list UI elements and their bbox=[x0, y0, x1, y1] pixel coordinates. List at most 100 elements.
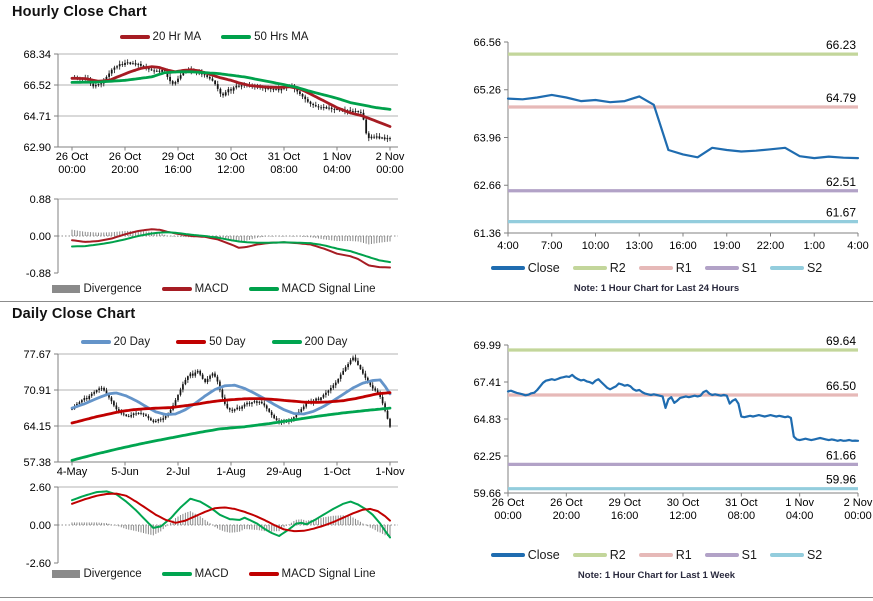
divergence-bar bbox=[339, 236, 341, 242]
divergence-bar bbox=[362, 523, 364, 525]
daily-price-chart: 77.67 70.91 64.15 57.38 4-May 5-Jun 2-Jul 1-Aug… bbox=[23, 349, 405, 478]
divergence-bar bbox=[254, 236, 256, 239]
divergence-bar bbox=[140, 525, 142, 533]
divergence-bar bbox=[290, 522, 292, 525]
divergence-bar bbox=[214, 525, 216, 528]
divergence-bar bbox=[347, 236, 349, 242]
candle-body bbox=[161, 70, 163, 72]
divergence-bar bbox=[93, 522, 95, 525]
candle-body bbox=[127, 416, 130, 418]
legend-item: S2 bbox=[769, 548, 822, 562]
divergence-bar bbox=[165, 525, 167, 527]
legend-swatch-line bbox=[769, 553, 804, 557]
candle-body bbox=[375, 136, 378, 138]
divergence-bar bbox=[100, 232, 102, 236]
legend-item: MACD Signal Line bbox=[248, 283, 376, 295]
candle-body bbox=[94, 85, 97, 87]
candle-body bbox=[251, 402, 253, 404]
divergence-bar bbox=[224, 525, 226, 532]
legend-swatch-line bbox=[572, 266, 607, 270]
candle-body bbox=[83, 398, 86, 401]
candle-body bbox=[312, 103, 315, 106]
candle-body bbox=[317, 398, 320, 401]
divergence-bar bbox=[197, 515, 199, 525]
candle-body bbox=[272, 88, 275, 90]
axis-label: 64.79 bbox=[826, 91, 856, 105]
axis-label: 66.52 bbox=[23, 80, 51, 92]
divergence-bar bbox=[270, 236, 272, 237]
candle-body bbox=[253, 401, 256, 403]
candle-body bbox=[152, 420, 155, 422]
divergence-bar bbox=[179, 515, 181, 525]
divergence-bar bbox=[194, 513, 196, 525]
axis-label: 2.60 bbox=[30, 482, 51, 494]
axis-label: 16:00 bbox=[669, 240, 697, 252]
axis-label: 26 Oct bbox=[109, 151, 141, 163]
candle-body bbox=[95, 390, 98, 393]
legend-label: MACD Signal Line bbox=[281, 283, 376, 295]
axis-label: 1 Nov bbox=[323, 151, 352, 163]
divergence-bar bbox=[275, 236, 277, 237]
candle-body bbox=[235, 85, 238, 88]
divergence-bar bbox=[384, 236, 386, 243]
divergence-bar bbox=[169, 235, 171, 237]
divergence-bar bbox=[303, 519, 305, 525]
candle-body bbox=[182, 71, 185, 76]
legend-label: 20 Day bbox=[113, 336, 151, 348]
candle-body bbox=[320, 107, 322, 109]
legend-swatch-line bbox=[119, 35, 150, 39]
close-line bbox=[506, 373, 860, 442]
divergence-bar bbox=[357, 236, 359, 242]
divergence-bar bbox=[381, 236, 383, 243]
axis-label: 0.00 bbox=[30, 520, 51, 532]
candle-body bbox=[236, 407, 239, 410]
axis-label: 66.50 bbox=[826, 379, 856, 393]
candle-body bbox=[305, 403, 308, 407]
weekly-sr-note: Note: 1 Hour Chart for Last 1 Week bbox=[577, 570, 736, 581]
axis-label: 29 Oct bbox=[608, 497, 640, 509]
divergence-bar bbox=[285, 525, 287, 526]
candle-body bbox=[204, 378, 206, 383]
candle-body bbox=[296, 88, 299, 92]
hourly-macd-legend: Divergence MACD MACD Signal Line bbox=[8, 281, 420, 297]
divergence-bar bbox=[87, 231, 89, 236]
divergence-bar bbox=[378, 236, 380, 243]
divergence-bar bbox=[155, 525, 157, 534]
candle-body bbox=[333, 109, 336, 110]
candle-body bbox=[219, 88, 222, 94]
candle-body bbox=[330, 107, 333, 110]
candle-body bbox=[191, 373, 194, 376]
axis-label: 1 Nov bbox=[785, 497, 814, 509]
divergence-bar bbox=[389, 236, 391, 242]
candle-body bbox=[189, 373, 192, 377]
axis-label: 08:00 bbox=[728, 510, 756, 522]
candle-body bbox=[158, 70, 161, 72]
axis-label: 62.66 bbox=[473, 180, 501, 192]
candle-body bbox=[118, 64, 121, 67]
candle-body bbox=[105, 76, 108, 81]
divergence-bar bbox=[222, 236, 224, 239]
legend-swatch-bar bbox=[52, 570, 81, 578]
bottom-divider bbox=[0, 597, 873, 598]
legend-item: R2 bbox=[572, 261, 626, 275]
legend-swatch-line bbox=[248, 287, 279, 291]
divergence-bar bbox=[152, 525, 154, 536]
axis-label: 04:00 bbox=[323, 164, 351, 176]
divergence-bar bbox=[322, 517, 324, 525]
candle-body bbox=[367, 133, 370, 139]
legend-item: 200 Day bbox=[271, 336, 347, 348]
divergence-bar bbox=[106, 523, 108, 525]
legend-label: R1 bbox=[675, 261, 692, 275]
divergence-bar bbox=[150, 525, 152, 535]
candle-body bbox=[159, 419, 162, 421]
divergence-bar bbox=[382, 525, 384, 534]
candle-body bbox=[71, 409, 73, 411]
divergence-bar bbox=[253, 525, 255, 530]
candle-body bbox=[132, 63, 134, 65]
divergence-bar bbox=[325, 516, 327, 525]
hourly-price-legend: 20 Hr MA 50 Hrs MA bbox=[8, 29, 420, 45]
axis-label: 59.66 bbox=[473, 488, 501, 500]
divergence-bar bbox=[374, 525, 376, 531]
divergence-bar bbox=[288, 524, 290, 525]
